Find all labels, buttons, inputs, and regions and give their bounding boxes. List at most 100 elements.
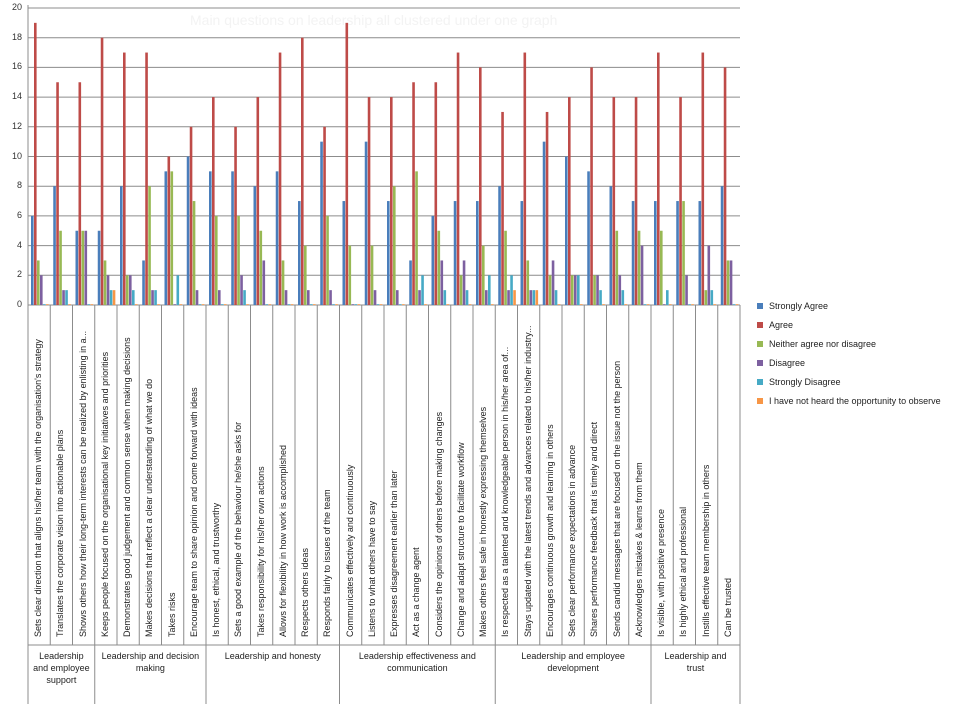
bar-strongly-disagree — [65, 290, 68, 305]
bar-strongly-agree — [631, 201, 635, 305]
bar-strongly-agree — [565, 156, 568, 305]
bar-disagree — [418, 290, 421, 305]
bar-i-have-not-heard-the-opportunity-to-observe — [313, 304, 316, 305]
bar-agree — [501, 111, 504, 305]
legend-item: Neither agree nor disagree — [757, 334, 941, 353]
bar-neither-agree-nor-disagree — [459, 275, 463, 305]
bar-agree — [545, 111, 549, 305]
bar-strongly-disagree — [287, 304, 291, 305]
group-label: Leadership and decision making — [101, 651, 200, 673]
category-label: Sets clear performance expectations in a… — [567, 444, 578, 637]
category-label: Encourages continuous growth and learnin… — [544, 424, 555, 637]
bar-agree — [301, 37, 304, 305]
legend-swatch — [757, 321, 763, 328]
bar-agree — [145, 52, 148, 305]
bar-disagree — [396, 290, 399, 305]
category-label: Listens to what others have to say — [366, 500, 377, 637]
bar-agree — [234, 126, 237, 305]
bar-neither-agree-nor-disagree — [148, 186, 151, 305]
category-label: Translates the corporate vision into act… — [55, 429, 66, 637]
legend-swatch — [757, 378, 763, 385]
bar-strongly-disagree — [265, 304, 269, 305]
bar-strongly-disagree — [643, 304, 647, 305]
category-label: Makes others feel safe in honestly expre… — [478, 406, 489, 637]
bar-strongly-disagree — [354, 304, 358, 305]
bar-disagree — [240, 275, 243, 305]
bar-strongly-agree — [476, 201, 479, 305]
bar-agree — [323, 126, 326, 305]
bar-i-have-not-heard-the-opportunity-to-observe — [224, 304, 227, 305]
bar-neither-agree-nor-disagree — [548, 275, 552, 305]
bar-agree — [701, 52, 705, 305]
legend-label: Strongly Disagree — [769, 376, 841, 387]
bar-agree — [612, 97, 616, 305]
bar-i-have-not-heard-the-opportunity-to-observe — [646, 304, 650, 305]
bar-neither-agree-nor-disagree — [526, 260, 530, 305]
bar-neither-agree-nor-disagree — [437, 230, 441, 305]
bar-i-have-not-heard-the-opportunity-to-observe — [357, 304, 361, 305]
group-label: Leadership effectiveness and communicati… — [358, 651, 476, 673]
bar-strongly-agree — [275, 171, 279, 305]
bar-strongly-disagree — [443, 290, 447, 305]
bar-strongly-agree — [164, 171, 168, 305]
bar-strongly-disagree — [577, 275, 580, 305]
bar-disagree — [462, 260, 466, 305]
chart-title: Main questions on leadership all cluster… — [190, 12, 558, 28]
legend-item: Agree — [757, 315, 941, 334]
bar-i-have-not-heard-the-opportunity-to-observe — [713, 304, 717, 305]
bar-disagree — [485, 290, 488, 305]
bar-neither-agree-nor-disagree — [103, 260, 107, 305]
bar-agree — [479, 67, 482, 306]
bar-i-have-not-heard-the-opportunity-to-observe — [424, 304, 427, 305]
bar-strongly-agree — [31, 215, 34, 305]
bar-neither-agree-nor-disagree — [615, 230, 619, 305]
group-label: Leadership and employee development — [521, 651, 625, 673]
bar-agree — [679, 97, 682, 305]
bar-agree — [167, 156, 171, 305]
bar-strongly-disagree — [198, 304, 202, 305]
bar-i-have-not-heard-the-opportunity-to-observe — [691, 304, 694, 305]
bar-i-have-not-heard-the-opportunity-to-observe — [535, 290, 539, 305]
bar-disagree — [329, 290, 332, 305]
category-label: Acknowledges mistakes & learns from them — [633, 462, 644, 637]
bar-i-have-not-heard-the-opportunity-to-observe — [135, 304, 138, 305]
bar-strongly-disagree — [132, 290, 135, 305]
category-label: Keeps people focused on the organisation… — [99, 351, 110, 637]
bar-i-have-not-heard-the-opportunity-to-observe — [669, 304, 672, 305]
bar-disagree — [685, 275, 688, 305]
y-tick-label: 18 — [11, 31, 22, 42]
bar-neither-agree-nor-disagree — [593, 275, 596, 305]
category-label: Sends candid messages that are focused o… — [611, 360, 622, 637]
category-label: Communicates effectively and continuousl… — [344, 464, 355, 637]
bar-neither-agree-nor-disagree — [660, 230, 663, 305]
bar-strongly-disagree — [87, 304, 91, 305]
bar-i-have-not-heard-the-opportunity-to-observe — [491, 304, 494, 305]
category-label: Respects others ideas — [300, 547, 311, 637]
bar-disagree — [284, 290, 288, 305]
bar-i-have-not-heard-the-opportunity-to-observe — [268, 304, 272, 305]
bar-disagree — [707, 245, 711, 305]
category-label: Is visible, with positive presence — [656, 508, 667, 637]
bar-neither-agree-nor-disagree — [637, 230, 641, 305]
bar-strongly-agree — [120, 186, 123, 305]
bar-strongly-disagree — [243, 290, 246, 305]
bar-agree — [256, 97, 260, 305]
bar-neither-agree-nor-disagree — [704, 290, 708, 305]
category-label: Is respected as a talented and knowledge… — [500, 346, 511, 637]
bar-i-have-not-heard-the-opportunity-to-observe — [90, 304, 94, 305]
bar-disagree — [40, 275, 43, 305]
bar-strongly-agree — [231, 171, 234, 305]
bar-neither-agree-nor-disagree — [504, 230, 507, 305]
category-label: Responds fairly to issues of the team — [322, 489, 333, 637]
y-tick-label: 6 — [16, 209, 22, 220]
bar-neither-agree-nor-disagree — [682, 201, 685, 305]
bar-strongly-agree — [53, 186, 56, 305]
bar-disagree — [351, 304, 355, 305]
legend: Strongly Agree Agree Neither agree nor dis… — [757, 296, 941, 410]
bar-strongly-disagree — [154, 290, 157, 305]
bar-agree — [456, 52, 460, 305]
category-label: Allows for flexibility in how work is ac… — [277, 444, 288, 637]
bar-neither-agree-nor-disagree — [326, 215, 329, 305]
bar-strongly-agree — [320, 141, 323, 305]
